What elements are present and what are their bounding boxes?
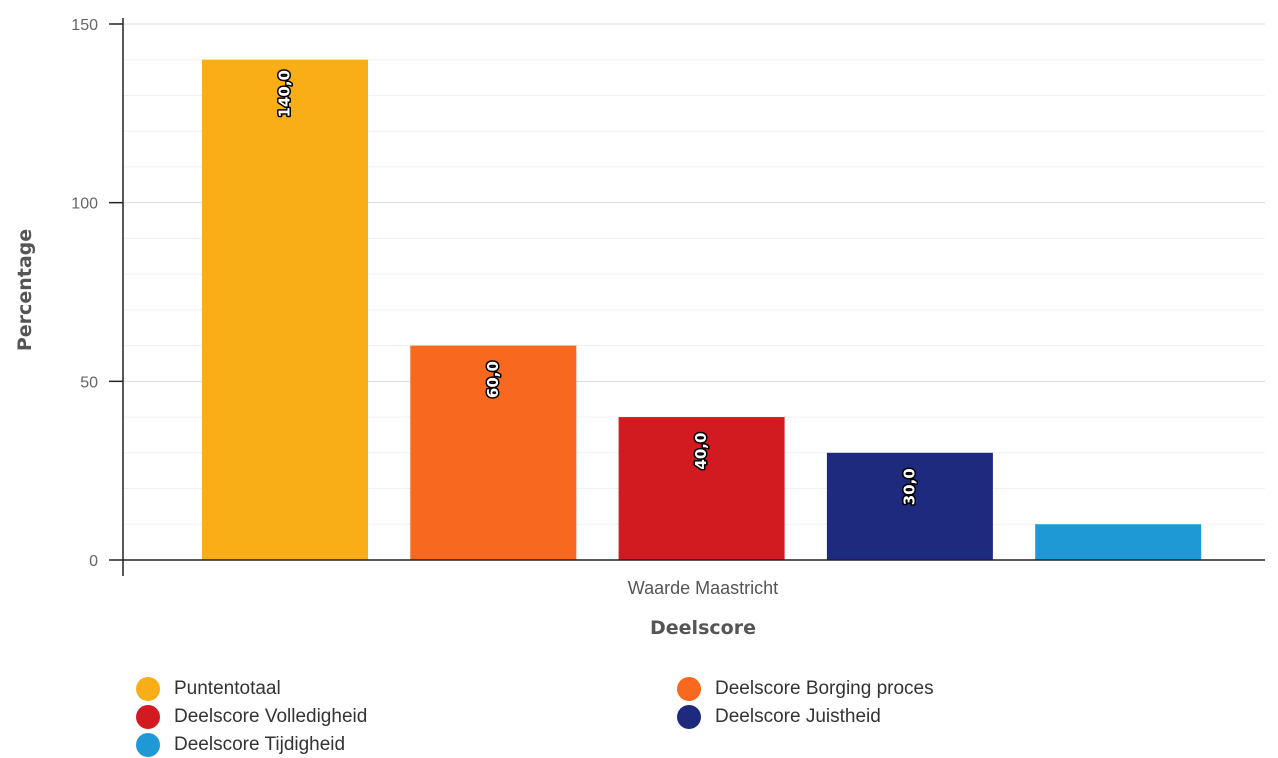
axes [122,18,1265,576]
y-tick-label: 50 [80,374,98,391]
bar-deelscore-tijdigheid[interactable] [1035,524,1202,560]
data-label: 40,0 [692,433,710,470]
bar-deelscore-borging-proces[interactable] [410,345,577,560]
data-label: 30,0 [900,468,918,505]
legend-item-volledigheid[interactable]: Deelscore Volledigheid [136,704,367,730]
data-label: 140,0 [276,70,294,117]
y-axis-title: Percentage [14,229,36,351]
bar-deelscore-juistheid[interactable] [826,452,993,560]
y-tick-label: 0 [89,553,98,570]
y-tick-labels: 0 50 100 150 [71,17,123,570]
y-tick-label: 100 [71,196,98,213]
legend-swatch [677,705,701,729]
legend-swatch [677,677,701,701]
legend-swatch [136,677,160,701]
legend-swatch [136,733,160,757]
x-category-label: Waarde Maastricht [628,578,778,598]
legend-item-puntentotaal[interactable]: Puntentotaal [136,676,281,702]
bar-deelscore-volledigheid[interactable] [618,417,785,560]
bars [202,59,1202,560]
legend-item-juistheid[interactable]: Deelscore Juistheid [677,704,881,730]
legend-label: Deelscore Volledigheid [174,706,368,727]
x-axis-title: Deelscore [650,617,756,639]
legend-label: Deelscore Tijdigheid [174,734,346,755]
bar-chart: 0 50 100 150 140,0 60,0 40,0 30,0 Waarde Maast… [14,17,1265,639]
y-tick-label: 150 [71,17,98,34]
legend-item-borging-proces[interactable]: Deelscore Borging proces [677,676,934,702]
data-labels: 140,0 60,0 40,0 30,0 [274,69,920,507]
bar-puntentotaal[interactable] [202,59,368,560]
legend-item-tijdigheid[interactable]: Deelscore Tijdigheid [136,732,345,758]
legend-label: Deelscore Borging proces [715,678,934,699]
legend: Puntentotaal Deelscore Borging proces De… [136,676,1036,758]
legend-swatch [136,705,160,729]
data-label: 60,0 [484,361,502,398]
legend-label: Puntentotaal [174,678,281,699]
legend-label: Deelscore Juistheid [715,706,881,727]
